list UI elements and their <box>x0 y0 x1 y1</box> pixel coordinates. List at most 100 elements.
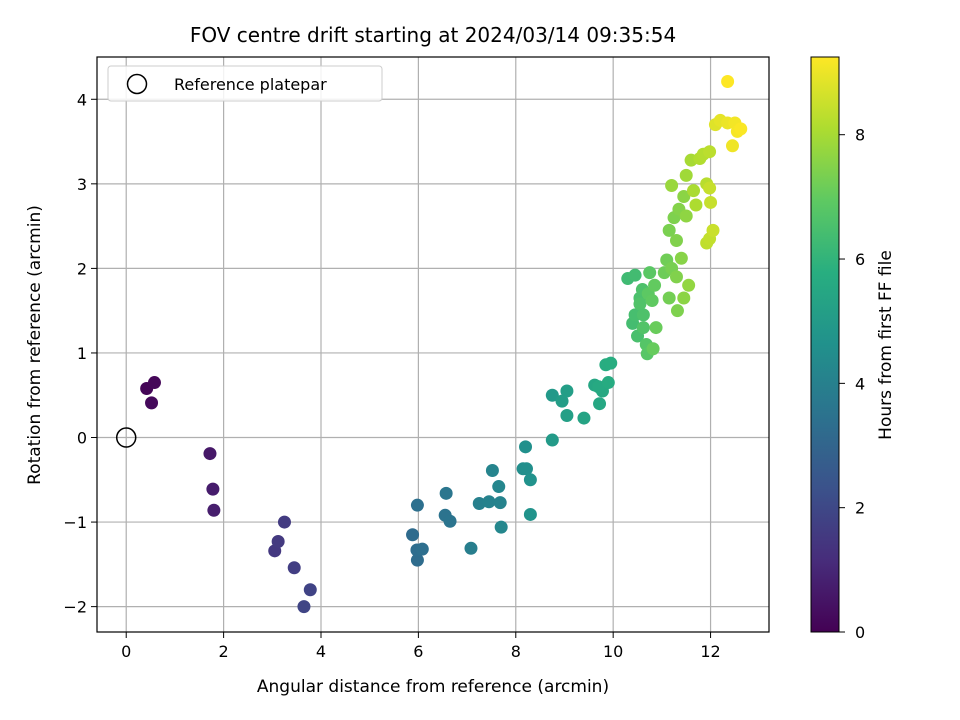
data-point <box>555 394 569 408</box>
data-point <box>677 291 691 305</box>
data-point <box>415 542 429 556</box>
colorbar-tick-label: 8 <box>855 126 865 145</box>
data-point <box>206 482 220 496</box>
data-point <box>628 268 642 282</box>
y-tick-label: 0 <box>77 429 87 448</box>
data-point <box>646 342 660 356</box>
colorbar-tick-label: 6 <box>855 250 865 269</box>
data-point <box>703 181 717 195</box>
data-point <box>464 541 478 555</box>
data-point <box>443 514 457 528</box>
data-point <box>297 600 311 614</box>
data-point <box>604 356 618 370</box>
data-point <box>636 321 650 335</box>
data-point <box>662 291 676 305</box>
data-point <box>287 561 301 575</box>
reference-platepar-marker <box>115 427 137 448</box>
x-tick-label: 8 <box>511 642 521 661</box>
data-point <box>665 179 679 193</box>
data-point <box>494 520 508 534</box>
data-point <box>406 528 420 542</box>
data-point <box>545 433 559 447</box>
x-tick-label: 12 <box>700 642 720 661</box>
plot-area-frame <box>96 56 770 633</box>
data-point <box>674 251 688 265</box>
data-point <box>706 223 720 237</box>
data-point <box>645 294 659 308</box>
colorbar-tick-label: 4 <box>855 374 865 393</box>
data-point <box>472 496 486 510</box>
y-axis-label: Rotation from reference (arcmin) <box>25 205 45 485</box>
data-point <box>677 190 691 204</box>
data-point <box>147 376 161 390</box>
data-point <box>439 486 453 500</box>
data-point <box>669 270 683 284</box>
colorbar-tick-label: 0 <box>855 623 865 642</box>
data-point <box>519 462 533 476</box>
colorbar-ticks: 0 2 4 6 8 <box>839 126 865 642</box>
data-point <box>721 75 735 89</box>
y-tick-label: −1 <box>63 513 87 532</box>
data-point <box>679 209 693 223</box>
data-point <box>636 308 650 322</box>
data-point <box>643 266 657 280</box>
data-point <box>482 495 496 509</box>
data-point <box>662 223 676 237</box>
data-point <box>410 553 424 567</box>
data-point <box>704 195 718 209</box>
data-point <box>703 145 717 159</box>
data-point <box>271 535 285 549</box>
chart-title: FOV centre drift starting at 2024/03/14 … <box>190 23 676 47</box>
legend: Reference platepar <box>107 65 383 102</box>
data-point <box>493 496 507 510</box>
data-point <box>560 409 574 423</box>
data-point <box>648 278 662 292</box>
y-tick-label: 2 <box>77 259 87 278</box>
data-point <box>669 233 683 247</box>
legend-box <box>107 65 383 102</box>
data-point <box>682 278 696 292</box>
data-point <box>560 384 574 398</box>
data-point <box>203 447 217 461</box>
x-tick-label: 6 <box>413 642 423 661</box>
x-tick-label: 2 <box>219 642 229 661</box>
data-point <box>734 122 748 136</box>
data-point <box>523 507 537 521</box>
data-point <box>492 480 506 494</box>
colorbar-label: Hours from first FF file <box>876 250 896 440</box>
colorbar: 0 2 4 6 8 Hours from first FF file <box>810 56 896 642</box>
y-tick-label: 3 <box>77 175 87 194</box>
x-axis-label: Angular distance from reference (arcmin) <box>257 677 609 697</box>
data-points <box>115 75 748 614</box>
data-point <box>523 473 537 487</box>
data-point <box>679 168 693 182</box>
y-tick-label: −2 <box>63 598 87 617</box>
data-point <box>145 396 159 410</box>
data-point <box>649 321 663 335</box>
y-axis-ticks: −2 −1 0 1 2 3 4 <box>63 90 97 617</box>
data-point <box>485 463 499 477</box>
gridlines <box>97 57 769 632</box>
x-tick-label: 4 <box>316 642 326 661</box>
colorbar-tick-label: 2 <box>855 499 865 518</box>
colorbar-gradient <box>810 56 840 633</box>
data-point <box>725 139 739 153</box>
data-point <box>207 503 221 517</box>
data-point <box>303 583 317 597</box>
data-point <box>670 304 684 318</box>
data-point <box>592 380 606 394</box>
x-axis-ticks: 0 2 4 6 8 10 12 <box>121 632 721 661</box>
y-tick-label: 1 <box>77 344 87 363</box>
data-point <box>277 515 291 529</box>
legend-marker-reference <box>126 73 148 95</box>
data-point <box>633 297 647 311</box>
data-point <box>687 184 701 198</box>
data-point <box>601 376 615 390</box>
data-point <box>410 498 424 512</box>
x-tick-label: 0 <box>121 642 131 661</box>
data-point <box>689 198 703 212</box>
data-point <box>577 411 591 425</box>
data-point <box>545 388 559 402</box>
data-point <box>593 397 607 411</box>
data-point <box>519 440 533 454</box>
